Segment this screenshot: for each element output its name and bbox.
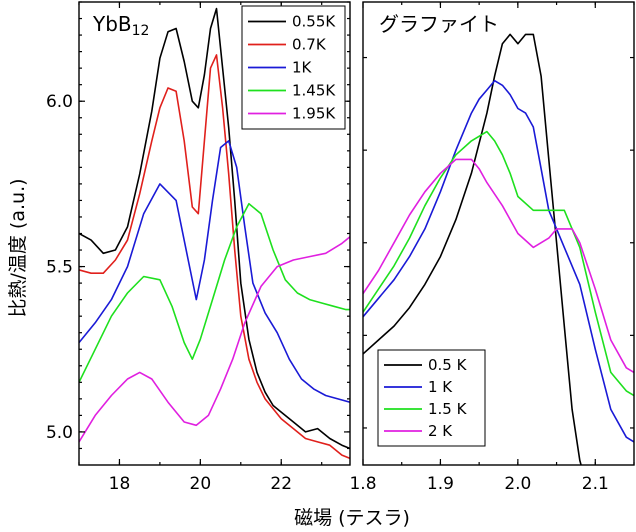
legend-box [377,349,486,447]
legend-label: 1.95K [292,105,336,123]
series-line-2-K [363,158,634,374]
panel-title-main: YbB [92,12,132,36]
x-tick-label: 1.9 [427,474,454,494]
series-line-0.7K [79,54,350,460]
legend-label: 1 K [428,378,453,396]
y-axis-label: 比熱/温度 (a.u.) [7,178,29,317]
legend-label: 0.5 K [428,356,468,374]
series-line-1K [79,140,350,403]
legend-label: 0.55K [292,13,336,31]
y-tick-label: 5.0 [46,423,73,443]
legend-label: 2 K [428,422,453,440]
x-axis-label: 磁場 (テスラ) [294,507,410,529]
legend-label: 0.7K [292,36,327,54]
series-line-0.55K [79,7,350,450]
y-tick-label: 5.5 [46,258,73,278]
panel-title: YbB12 [92,12,149,39]
x-tick-label: 18 [109,474,131,494]
series-line-1.5-K [363,130,634,397]
legend-label: 1K [292,59,313,77]
x-tick-label: 2.0 [504,474,531,494]
series-line-1.45K [79,202,350,383]
legend-label: 1.5 K [428,400,468,418]
x-tick-label: 1.8 [349,474,376,494]
plot-frame [362,1,635,466]
y-tick-label: 6.0 [46,92,73,112]
legend-label: 1.45K [292,82,336,100]
x-tick-label: 2.1 [582,474,609,494]
series-line-1-K [363,79,634,443]
x-tick-label: 22 [270,474,292,494]
panel-title: グラファイト [379,12,499,36]
x-tick-label: 20 [190,474,212,494]
series-line-1.95K [79,236,350,443]
series-line-0.5-K [363,33,582,465]
panel-title-subscript: 12 [132,23,150,39]
